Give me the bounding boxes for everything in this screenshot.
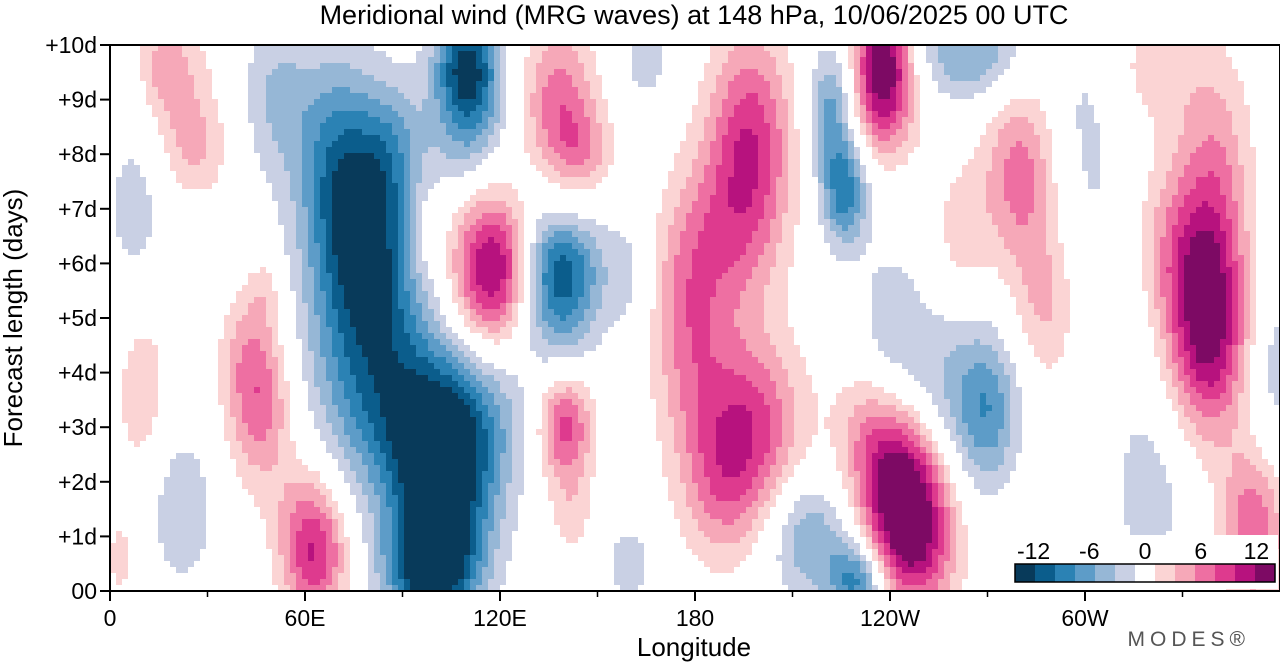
colorbar-swatch	[1075, 564, 1096, 582]
y-tick-label: +9d	[58, 87, 97, 113]
x-tick-label: 120W	[860, 605, 920, 631]
y-tick-label: +10d	[45, 32, 97, 58]
y-tick-label: +3d	[58, 414, 97, 440]
x-tick-label: 120E	[473, 605, 527, 631]
contour-band-9	[236, 45, 1268, 591]
contour-band-12	[872, 45, 1226, 567]
colorbar-swatch	[1115, 564, 1136, 582]
colorbar-label: -6	[1079, 538, 1099, 564]
contour-band-7	[110, 45, 1280, 591]
x-tick-label: 60W	[1061, 605, 1109, 631]
y-tick-label: +1d	[58, 523, 97, 549]
plot-area	[109, 44, 1280, 592]
colorbar: -12 -6 0 6 12	[1008, 535, 1278, 589]
y-tick-label: +5d	[58, 305, 97, 331]
colorbar-label: -12	[1017, 538, 1050, 564]
y-axis-label: Forecast length (days)	[0, 189, 28, 448]
contour-band-4	[266, 45, 1010, 591]
colorbar-swatch	[1095, 564, 1116, 582]
y-tick-label: +4d	[58, 360, 97, 386]
colorbar-swatch	[1055, 564, 1076, 582]
y-tick-label: +7d	[58, 196, 97, 222]
colorbar-swatch	[1015, 564, 1036, 582]
contour-band-10	[254, 45, 1238, 585]
contour-band-3	[302, 45, 1004, 591]
colorbar-frame	[1014, 563, 1276, 583]
y-tick-label: +2d	[58, 469, 97, 495]
colorbar-swatch	[1215, 564, 1236, 582]
contour-band-8	[152, 45, 1280, 591]
chart-title: Meridional wind (MRG waves) at 148 hPa, …	[320, 0, 1069, 30]
x-axis-label: Longitude	[637, 632, 751, 662]
colorbar-label: 6	[1194, 538, 1207, 564]
colorbar-swatch	[1155, 564, 1176, 582]
colorbar-swatch	[1235, 564, 1256, 582]
x-tick-label: 180	[676, 605, 714, 631]
axis-ticks: 0 60E 120E 180 120W 60W 00 +1d +2d +3d +4d +5d +6d +7…	[45, 32, 1184, 631]
y-tick-label: 00	[71, 578, 97, 604]
modes-watermark: MODES®	[1128, 628, 1250, 651]
colorbar-swatch	[1035, 564, 1056, 582]
contour-band-0	[332, 51, 482, 591]
colorbar-swatch	[1175, 564, 1196, 582]
y-tick-label: +6d	[58, 250, 97, 276]
x-tick-label: 60E	[285, 605, 326, 631]
colorbar-swatch	[1135, 564, 1156, 582]
colorbar-label: 0	[1139, 538, 1152, 564]
y-tick-label: +8d	[58, 141, 97, 167]
x-tick-label: 0	[104, 605, 117, 631]
colorbar-swatch	[1255, 564, 1276, 582]
colorbar-swatch	[1195, 564, 1216, 582]
colorbar-label: 12	[1244, 538, 1270, 564]
